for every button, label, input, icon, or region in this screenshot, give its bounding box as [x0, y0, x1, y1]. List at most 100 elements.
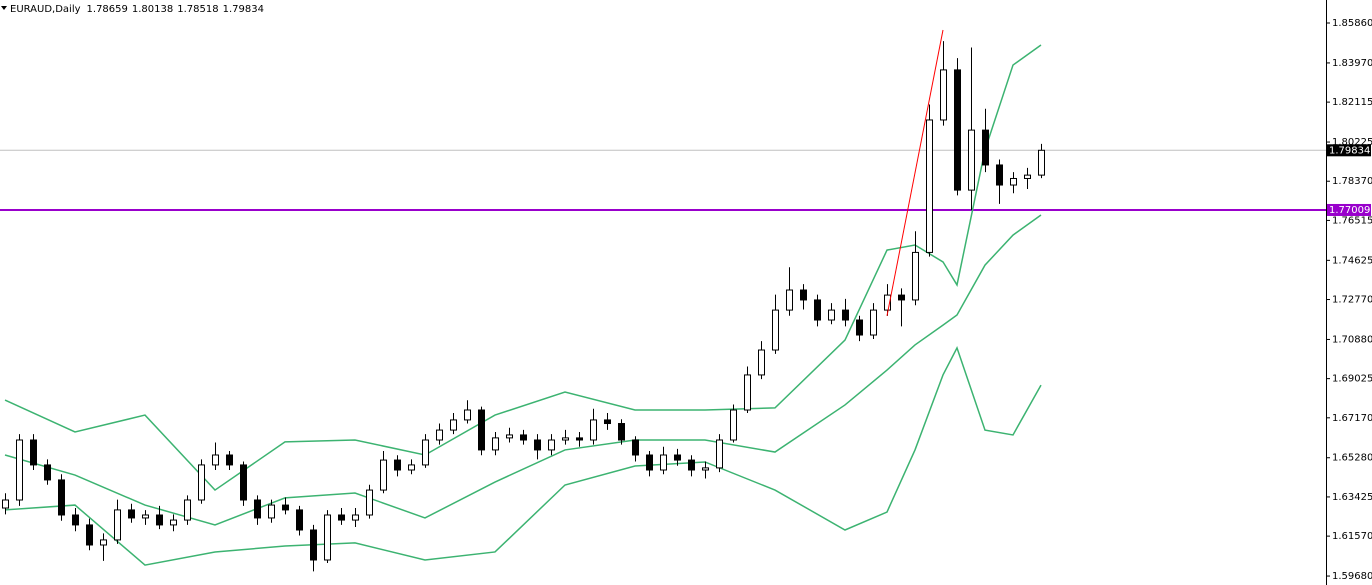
candle-body — [1038, 149, 1045, 176]
candle-body — [702, 467, 709, 471]
candle-body — [310, 529, 317, 561]
candle-body — [44, 464, 51, 481]
chart-header: EURAUD,Daily 1.78659 1.80138 1.78518 1.79834 — [10, 4, 264, 15]
candle-body — [492, 437, 499, 451]
candle-body — [478, 409, 485, 451]
y-tick-label: 1.70880 — [1332, 334, 1372, 345]
y-tick-label: 1.85860 — [1332, 18, 1372, 29]
candle-body — [814, 299, 821, 321]
candle-body — [842, 309, 849, 321]
candle-body — [184, 499, 191, 521]
trend-line — [886, 29, 944, 316]
candle-body — [590, 419, 597, 441]
candle-body — [744, 374, 751, 411]
candle-body — [114, 509, 121, 541]
price-label-box — [1327, 144, 1371, 157]
candle-body — [520, 434, 527, 441]
candle-body — [548, 439, 555, 451]
y-tick-label: 1.67170 — [1332, 413, 1372, 424]
header-open: 1.78659 — [87, 4, 128, 15]
candle-body — [450, 419, 457, 431]
candle-body — [324, 514, 331, 561]
price-label: 1.79834 — [1329, 145, 1370, 156]
candle-body — [618, 423, 625, 441]
candle-body — [828, 309, 835, 321]
candle-body — [856, 319, 863, 336]
y-tick-label: 1.76515 — [1332, 215, 1372, 226]
y-tick-label: 1.59680 — [1332, 571, 1372, 582]
y-tick-label: 1.63425 — [1332, 492, 1372, 503]
candle-body — [1024, 174, 1031, 179]
candle-body — [338, 514, 345, 521]
header-high: 1.80138 — [132, 4, 173, 15]
y-tick-label: 1.82115 — [1332, 97, 1372, 108]
candle-body — [128, 509, 135, 519]
hline-label: 1.77009 — [1329, 205, 1370, 216]
candle-body — [394, 459, 401, 471]
band-line — [4, 214, 1042, 526]
candle-body — [716, 439, 723, 469]
candle-body — [534, 439, 541, 451]
candle-body — [884, 294, 891, 311]
candle-body — [800, 289, 807, 301]
candle-body — [58, 479, 65, 516]
candle-body — [730, 409, 737, 441]
candle-body — [576, 437, 583, 441]
candle-body — [72, 514, 79, 526]
y-tick-label: 1.80225 — [1332, 137, 1372, 148]
candle-body — [100, 539, 107, 546]
header-close: 1.79834 — [223, 4, 264, 15]
symbol: EURAUD,Daily — [10, 4, 81, 15]
candle-body — [506, 434, 513, 439]
y-tick-label: 1.83970 — [1332, 58, 1372, 69]
candle-body — [408, 464, 415, 471]
candle-body — [926, 119, 933, 253]
candle-body — [380, 459, 387, 491]
candle-body — [1010, 177, 1017, 186]
candle-body — [212, 454, 219, 466]
candle-body — [940, 69, 947, 121]
y-tick-label: 1.72770 — [1332, 295, 1372, 306]
candle-body — [436, 429, 443, 441]
candle-body — [86, 524, 93, 546]
candle-body — [688, 459, 695, 471]
candle-body — [296, 509, 303, 531]
candle-body — [996, 164, 1003, 186]
y-tick-label: 1.69025 — [1332, 374, 1372, 385]
menu-triangle — [1, 6, 7, 10]
candle-body — [422, 439, 429, 466]
candle-body — [632, 439, 639, 456]
candle-body — [758, 349, 765, 376]
candle-body — [870, 309, 877, 336]
candle-body — [198, 464, 205, 501]
candle-body — [240, 464, 247, 501]
band-line — [4, 44, 1042, 492]
candle-body — [898, 294, 905, 301]
band-line — [4, 345, 1042, 566]
candle-body — [968, 129, 975, 191]
candle-body — [268, 504, 275, 519]
candle-body — [226, 454, 233, 466]
candle-body — [982, 129, 989, 166]
candle-body — [142, 514, 149, 519]
candle-body — [772, 309, 779, 351]
y-tick-label: 1.65280 — [1332, 453, 1372, 464]
candle-body — [646, 454, 653, 471]
candle-body — [30, 439, 37, 466]
candle-body — [254, 499, 261, 519]
candle-body — [282, 504, 289, 511]
candle-body — [660, 454, 667, 471]
y-tick-label: 1.61570 — [1332, 531, 1372, 542]
candle-body — [366, 489, 373, 516]
candle-body — [954, 69, 961, 191]
candle-body — [2, 499, 9, 509]
hline-label-box — [1327, 203, 1371, 216]
y-tick-label: 1.74625 — [1332, 255, 1372, 266]
candle-body — [674, 454, 681, 461]
candle-body — [352, 514, 359, 521]
candle-body — [562, 437, 569, 441]
candle-body — [464, 409, 471, 421]
candle-body — [170, 519, 177, 526]
